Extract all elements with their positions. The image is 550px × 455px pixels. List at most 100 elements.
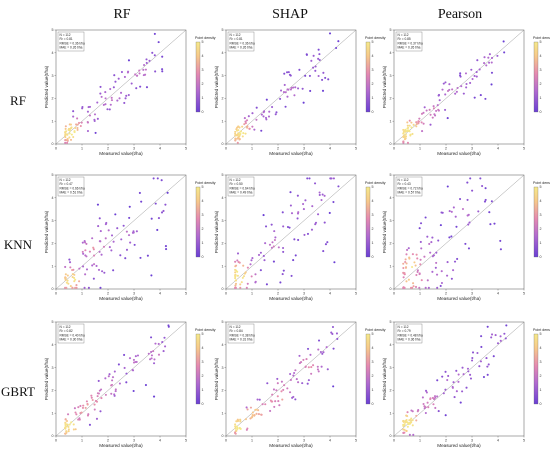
- scatter-point: [294, 86, 297, 89]
- scatter-point: [99, 286, 102, 289]
- scatter-point: [246, 427, 249, 430]
- scatter-point: [262, 254, 265, 258]
- scatter-point: [408, 257, 411, 260]
- scatter-point: [308, 74, 311, 77]
- scatter-point: [86, 121, 89, 124]
- scatter-point: [101, 270, 104, 273]
- scatter-point: [74, 411, 77, 414]
- scatter-point: [404, 258, 407, 261]
- scatter-point: [117, 363, 120, 366]
- scatter-point: [76, 128, 79, 131]
- scatter-point: [86, 129, 90, 133]
- y-tick-label: 5: [52, 28, 54, 32]
- scatter-point: [419, 258, 422, 261]
- scatter-point: [234, 423, 237, 426]
- scatter-point: [236, 427, 239, 431]
- colorbar: [195, 41, 201, 113]
- scatter-point: [415, 274, 418, 277]
- x-axis-label: Measured value(t/ha): [269, 296, 313, 301]
- scatter-point: [286, 387, 289, 390]
- scatter-point: [281, 273, 284, 276]
- scatter-point: [406, 248, 409, 252]
- scatter-point: [306, 232, 310, 235]
- scatter-point: [450, 210, 453, 213]
- colorbar-tick-label: 1: [540, 96, 542, 100]
- y-tick-label: 3: [222, 366, 224, 370]
- x-tick-label: 4: [329, 147, 331, 151]
- scatter-point: [332, 347, 335, 350]
- x-tick-label: 3: [471, 292, 473, 296]
- y-tick-label: 4: [390, 343, 392, 347]
- scatter-point: [456, 257, 459, 261]
- scatter-point: [74, 278, 77, 281]
- stats-box: [227, 31, 255, 52]
- y-axis-label: Predicted value(t/ha): [382, 210, 387, 253]
- scatter-point: [459, 75, 462, 78]
- scatter-point: [266, 382, 269, 385]
- stats-line: R² = 0.50: [230, 182, 243, 186]
- scatter-point: [134, 355, 137, 358]
- scatter-point: [452, 381, 455, 384]
- scatter-point: [446, 185, 449, 188]
- y-tick-label: 4: [52, 51, 54, 55]
- row-title-knn: KNN: [4, 237, 33, 252]
- scatter-point: [490, 333, 494, 336]
- x-tick-label: 0: [55, 147, 57, 151]
- scatter-point: [69, 266, 72, 269]
- one-to-one-line: [225, 174, 357, 290]
- scatter-point: [431, 396, 434, 400]
- scatter-point: [292, 259, 295, 262]
- scatter-point: [102, 103, 105, 106]
- scatter-point: [162, 350, 165, 353]
- scatter-point: [418, 227, 421, 230]
- scatter-point: [336, 337, 339, 340]
- scatter-point: [489, 223, 492, 226]
- colorbar-tick-label: 2: [202, 82, 204, 86]
- scatter-point: [95, 264, 98, 268]
- y-tick-label: 5: [52, 173, 54, 177]
- scatter-point: [72, 423, 75, 426]
- scatter-point: [264, 225, 268, 228]
- scatter-point: [134, 73, 137, 76]
- scatter-point: [123, 101, 126, 105]
- colorbar-tick-label: 3: [372, 68, 374, 72]
- scatter-point: [411, 424, 414, 427]
- scatter-point: [268, 243, 272, 246]
- scatter-point: [419, 263, 422, 266]
- scatter-point: [499, 248, 502, 251]
- scatter-point: [312, 66, 315, 69]
- scatter-point: [469, 377, 473, 380]
- scatter-point: [165, 248, 168, 251]
- scatter-point: [138, 69, 141, 72]
- scatter-point: [404, 128, 407, 131]
- scatter-point: [131, 368, 134, 371]
- scatter-point: [236, 137, 239, 140]
- scatter-point: [427, 286, 430, 289]
- scatter-point: [275, 389, 278, 392]
- scatter-point: [256, 398, 259, 401]
- scatter-point: [405, 280, 408, 283]
- scatter-point: [321, 193, 324, 196]
- scatter-point: [264, 242, 267, 245]
- x-tick-label: 5: [185, 147, 187, 151]
- scatter-point: [110, 99, 114, 102]
- y-tick-label: 5: [222, 320, 224, 324]
- y-tick-label: 1: [52, 119, 54, 123]
- scatter-point: [255, 412, 258, 415]
- scatter-point: [271, 106, 274, 109]
- scatter-point: [442, 82, 445, 85]
- scatter-point: [416, 270, 419, 274]
- scatter-point: [488, 53, 491, 56]
- scatter-point: [444, 93, 447, 96]
- scatter-point: [66, 274, 69, 277]
- stats-line: N = 112: [398, 178, 409, 182]
- scatter-point: [272, 260, 275, 263]
- scatter-point: [301, 87, 304, 90]
- scatter-point: [482, 375, 486, 379]
- scatter-point: [262, 115, 265, 118]
- scatter-point: [473, 74, 476, 78]
- scatter-point: [68, 423, 71, 426]
- scatter-point: [306, 382, 309, 385]
